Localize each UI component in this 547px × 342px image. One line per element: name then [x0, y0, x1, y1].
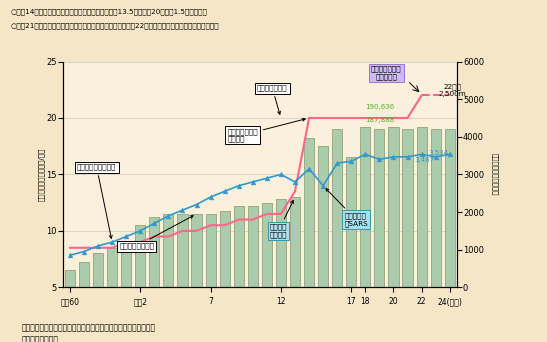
- Bar: [107, 248, 117, 287]
- Text: 暫定平行滑走路
供用開始: 暫定平行滑走路 供用開始: [228, 118, 305, 142]
- Bar: [445, 129, 455, 287]
- Bar: [79, 262, 89, 287]
- Text: 187,888: 187,888: [365, 117, 394, 122]
- Bar: [177, 214, 188, 287]
- Bar: [360, 127, 370, 287]
- Bar: [206, 214, 216, 287]
- Bar: [248, 206, 258, 287]
- Bar: [332, 129, 342, 287]
- Text: 発着枠の拡大は
地元と協議: 発着枠の拡大は 地元と協議: [371, 66, 401, 80]
- Text: 航空旅客数（右軸）: 航空旅客数（右軸）: [77, 164, 117, 238]
- Text: 3,534: 3,534: [429, 150, 449, 156]
- Text: イラク戦争
・SARS: イラク戦争 ・SARS: [326, 188, 368, 227]
- Text: 発着回数（左軸）: 発着回数（左軸）: [119, 216, 193, 249]
- Bar: [374, 129, 385, 287]
- Y-axis label: 発着枠・発着回数（回/万）: 発着枠・発着回数（回/万）: [38, 148, 45, 201]
- Bar: [416, 127, 427, 287]
- Bar: [403, 129, 412, 287]
- Text: ○平成14年の暫定平行滑走路供用開始で、発着枠は13.5万回から20万回（1.5倍）に増加: ○平成14年の暫定平行滑走路供用開始で、発着枠は13.5万回から20万回（1.5…: [11, 9, 208, 15]
- Bar: [219, 211, 230, 287]
- Y-axis label: 航空旅客客数（万人）: 航空旅客客数（万人）: [491, 153, 498, 196]
- Text: 3,467: 3,467: [415, 157, 435, 163]
- Bar: [318, 146, 328, 287]
- Bar: [290, 197, 300, 287]
- Text: 発着枠（左軸）: 発着枠（左軸）: [257, 85, 288, 114]
- Text: （注）旅客数については、延べ人数（乗継客をダブルカウント）: （注）旅客数については、延べ人数（乗継客をダブルカウント）: [22, 323, 156, 332]
- Bar: [149, 217, 159, 287]
- Bar: [93, 253, 103, 287]
- Bar: [135, 225, 146, 287]
- Bar: [262, 202, 272, 287]
- Bar: [65, 270, 75, 287]
- Bar: [121, 242, 131, 287]
- Text: 資料）国土交通省: 資料）国土交通省: [22, 336, 59, 342]
- Text: 22万回
2,500m: 22万回 2,500m: [439, 83, 467, 96]
- Text: 米国同時
多発テロ: 米国同時 多発テロ: [270, 200, 293, 238]
- Bar: [346, 157, 356, 287]
- Bar: [388, 127, 399, 287]
- Bar: [191, 214, 202, 287]
- Text: ○平成21年度末の北伸平行滑走路の供用に併せて、発着枠を22万回／年に拡大することを地元と合意: ○平成21年度末の北伸平行滑走路の供用に併せて、発着枠を22万回／年に拡大するこ…: [11, 22, 219, 29]
- Bar: [276, 199, 286, 287]
- Text: 190,636: 190,636: [365, 104, 394, 110]
- Bar: [234, 206, 244, 287]
- Bar: [304, 138, 314, 287]
- Bar: [164, 214, 173, 287]
- Bar: [430, 129, 441, 287]
